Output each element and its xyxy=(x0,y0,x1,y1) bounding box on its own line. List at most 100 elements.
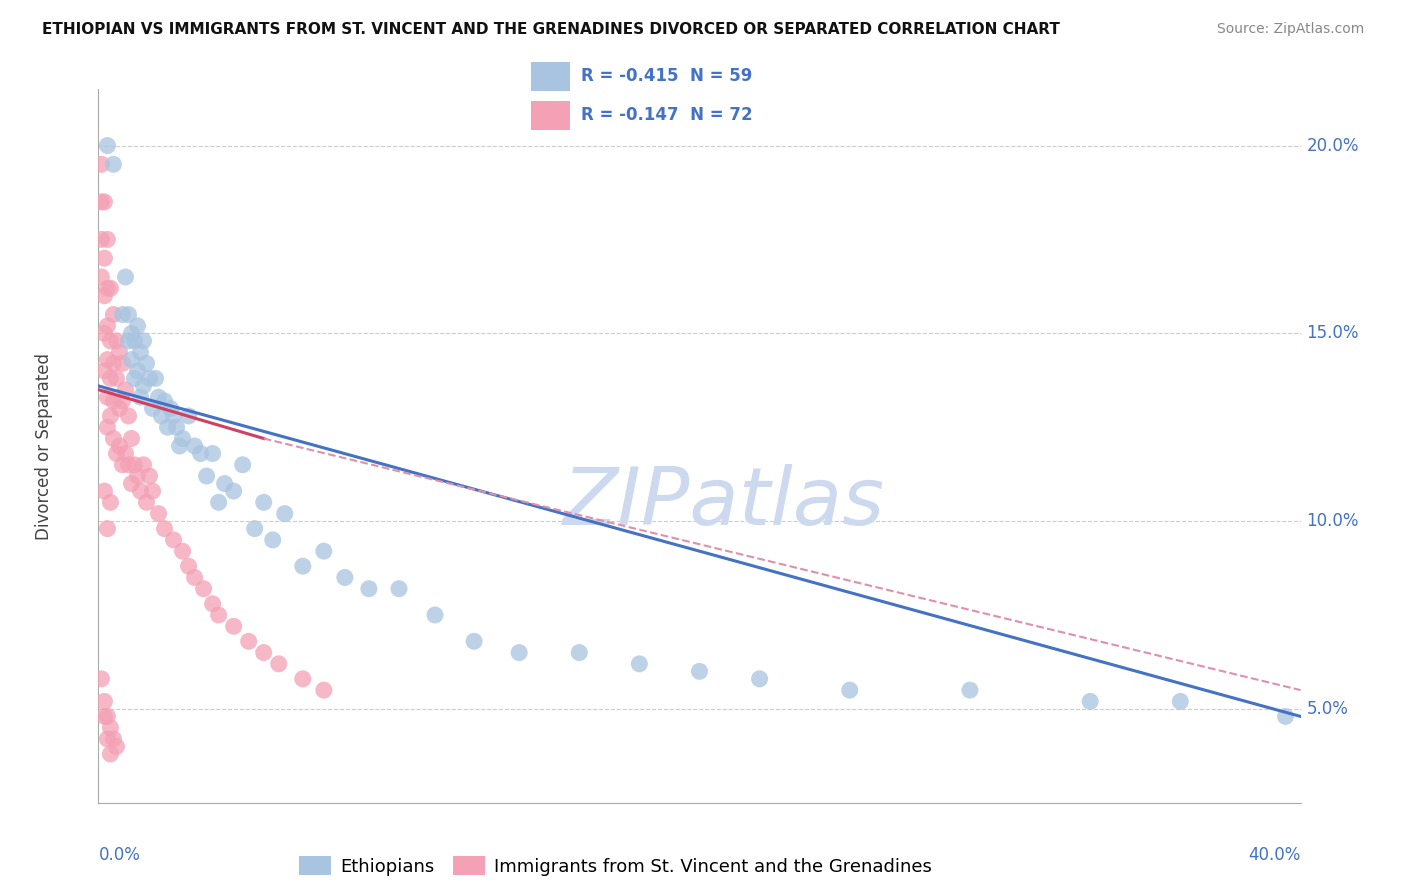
Point xyxy=(267,657,290,671)
Point xyxy=(172,432,194,446)
Point xyxy=(238,634,260,648)
Point xyxy=(243,522,266,536)
Point xyxy=(124,458,146,472)
Point xyxy=(124,371,146,385)
Point xyxy=(96,420,118,434)
Point xyxy=(183,439,205,453)
Point xyxy=(253,646,276,660)
Point xyxy=(190,446,212,460)
Point xyxy=(222,484,245,499)
Point xyxy=(150,409,173,423)
Point xyxy=(153,393,176,408)
Point xyxy=(93,709,115,723)
Text: 40.0%: 40.0% xyxy=(1249,846,1301,863)
Point xyxy=(127,469,149,483)
Point xyxy=(121,432,143,446)
Text: 15.0%: 15.0% xyxy=(1306,325,1360,343)
Point xyxy=(141,401,163,416)
Point xyxy=(117,458,139,472)
Point xyxy=(96,232,118,246)
Text: Source: ZipAtlas.com: Source: ZipAtlas.com xyxy=(1216,22,1364,37)
Point xyxy=(105,371,128,385)
Point xyxy=(121,352,143,367)
Point xyxy=(568,646,591,660)
Point xyxy=(959,683,981,698)
Point xyxy=(232,458,254,472)
Point xyxy=(108,345,131,359)
Point xyxy=(93,484,115,499)
Text: 0.0%: 0.0% xyxy=(98,846,141,863)
Point xyxy=(138,469,160,483)
Point xyxy=(159,401,181,416)
Point xyxy=(93,364,115,378)
Point xyxy=(111,393,134,408)
Point xyxy=(105,739,128,754)
Point xyxy=(1078,694,1101,708)
Point xyxy=(208,495,231,509)
Text: 20.0%: 20.0% xyxy=(1306,136,1360,154)
Point xyxy=(129,390,152,404)
Point xyxy=(274,507,297,521)
Point xyxy=(93,326,115,341)
Point xyxy=(96,709,118,723)
Point xyxy=(208,607,231,622)
Point xyxy=(90,157,112,171)
Point xyxy=(103,731,125,746)
Point xyxy=(312,544,335,558)
Point xyxy=(166,420,188,434)
Point xyxy=(103,432,125,446)
Point xyxy=(172,544,194,558)
Point xyxy=(135,356,157,370)
Point xyxy=(195,469,218,483)
Text: R = -0.415  N = 59: R = -0.415 N = 59 xyxy=(581,68,752,86)
Legend: Ethiopians, Immigrants from St. Vincent and the Grenadines: Ethiopians, Immigrants from St. Vincent … xyxy=(298,856,932,876)
FancyBboxPatch shape xyxy=(531,62,569,91)
Point xyxy=(177,409,200,423)
Point xyxy=(121,326,143,341)
Point xyxy=(129,345,152,359)
Point xyxy=(1170,694,1192,708)
Point xyxy=(100,371,122,385)
Point xyxy=(103,157,125,171)
Point xyxy=(388,582,411,596)
Point xyxy=(838,683,860,698)
Point xyxy=(124,334,146,348)
Text: ETHIOPIAN VS IMMIGRANTS FROM ST. VINCENT AND THE GRENADINES DIVORCED OR SEPARATE: ETHIOPIAN VS IMMIGRANTS FROM ST. VINCENT… xyxy=(42,22,1060,37)
Point xyxy=(105,446,128,460)
Point xyxy=(100,281,122,295)
Point xyxy=(177,559,200,574)
Point xyxy=(114,446,136,460)
Point xyxy=(117,308,139,322)
Point xyxy=(96,731,118,746)
Point xyxy=(103,356,125,370)
Point xyxy=(114,270,136,285)
Point xyxy=(96,318,118,333)
Point xyxy=(183,570,205,584)
Point xyxy=(148,390,170,404)
Point xyxy=(357,582,380,596)
Point xyxy=(312,683,335,698)
Point xyxy=(100,334,122,348)
Point xyxy=(96,138,118,153)
Point xyxy=(108,401,131,416)
Point xyxy=(333,570,356,584)
Point xyxy=(96,390,118,404)
Point xyxy=(103,308,125,322)
Point xyxy=(748,672,770,686)
Point xyxy=(222,619,245,633)
Point xyxy=(117,409,139,423)
Point xyxy=(96,281,118,295)
Text: 5.0%: 5.0% xyxy=(1306,700,1348,718)
Point xyxy=(111,356,134,370)
Point xyxy=(162,533,184,547)
Point xyxy=(1274,709,1296,723)
Point xyxy=(423,607,446,622)
Text: R = -0.147  N = 72: R = -0.147 N = 72 xyxy=(581,105,752,123)
Point xyxy=(90,270,112,285)
Point xyxy=(111,308,134,322)
Point xyxy=(201,446,224,460)
Point xyxy=(96,522,118,536)
Point xyxy=(132,379,155,393)
Point xyxy=(93,289,115,303)
Text: Divorced or Separated: Divorced or Separated xyxy=(35,352,53,540)
